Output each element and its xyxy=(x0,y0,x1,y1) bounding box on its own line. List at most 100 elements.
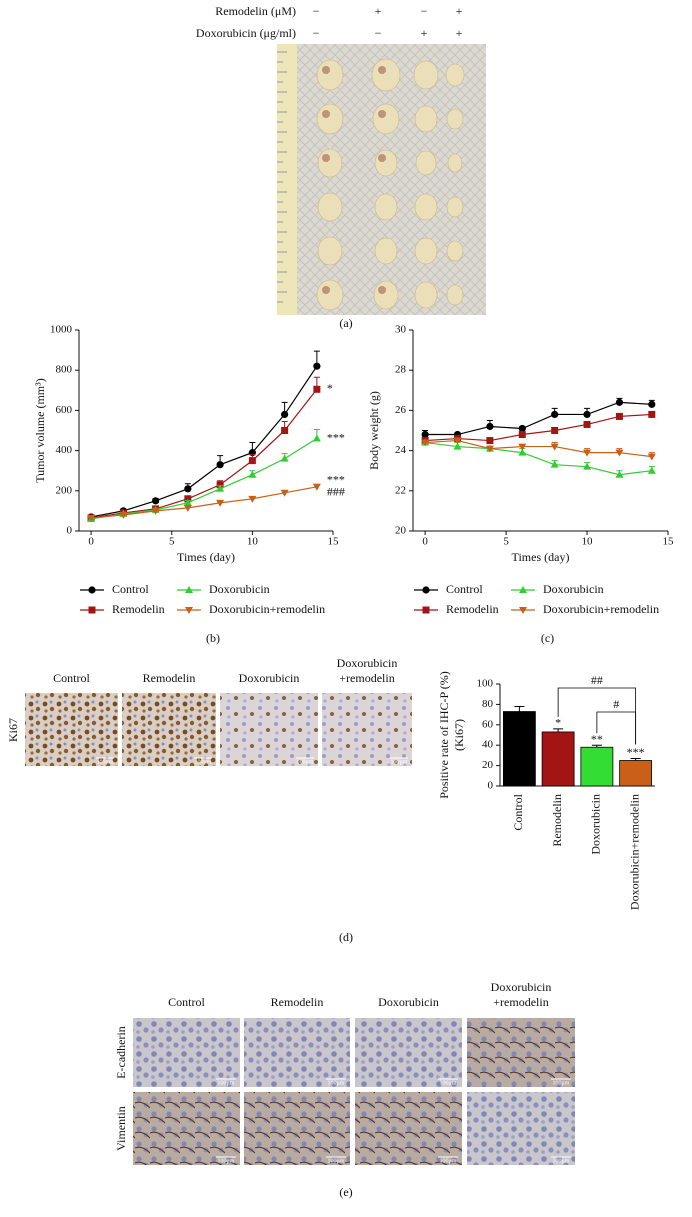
marker xyxy=(583,449,592,457)
marker xyxy=(280,454,289,462)
scale-bar-label: 100μm xyxy=(195,759,212,765)
y-tick-label: 600 xyxy=(56,404,73,416)
marker xyxy=(615,470,624,478)
marker xyxy=(518,424,526,433)
marker xyxy=(486,437,494,445)
ihc-image xyxy=(467,1092,575,1165)
tumor-spot xyxy=(378,154,386,162)
marker xyxy=(647,453,656,461)
row-label: E-cadherin xyxy=(114,1026,128,1079)
tumor xyxy=(446,240,464,262)
bar xyxy=(580,746,614,787)
marker xyxy=(184,485,192,493)
ihc-image xyxy=(122,693,216,766)
tumor xyxy=(316,59,344,91)
ihc-image xyxy=(133,1018,240,1087)
column-label: Doxorubicin xyxy=(378,995,439,1009)
column-label: Remodelin xyxy=(142,671,196,685)
x-tick-label: Control xyxy=(511,793,525,830)
tumor xyxy=(413,60,439,90)
series-line xyxy=(90,365,318,518)
tumor xyxy=(414,237,438,265)
scale-bar-label: 100μm xyxy=(97,759,114,765)
cell: − xyxy=(375,26,382,40)
tumor-spot xyxy=(322,286,330,294)
marker xyxy=(518,448,527,456)
tumor xyxy=(446,196,464,218)
marker xyxy=(88,586,96,594)
bracket xyxy=(596,711,637,745)
marker xyxy=(216,499,225,507)
tumor xyxy=(414,105,438,133)
marker xyxy=(281,410,289,419)
cell: + xyxy=(375,4,382,18)
tumor-spot xyxy=(378,66,386,74)
significance: *** xyxy=(327,473,345,487)
tumor xyxy=(316,279,344,311)
marker xyxy=(87,514,96,522)
marker xyxy=(183,504,192,512)
marker xyxy=(453,437,462,445)
y-tick-label: 24 xyxy=(395,444,407,456)
marker xyxy=(518,431,526,439)
panel-caption: (e) xyxy=(339,1185,352,1199)
tumor-spot xyxy=(378,110,386,118)
column-label: Doxorubicin +remodelin xyxy=(490,980,552,1009)
y-tick-label: 0 xyxy=(488,780,494,792)
y-tick-label: 30 xyxy=(395,324,407,336)
bracket-label: # xyxy=(613,697,619,711)
marker xyxy=(422,586,430,594)
scale-bar-label: 100μm xyxy=(297,759,314,765)
x-tick-label: 10 xyxy=(247,536,259,548)
series-line xyxy=(91,486,317,519)
marker xyxy=(550,443,559,451)
ihc-image xyxy=(355,1018,462,1087)
cell: − xyxy=(313,4,320,18)
marker xyxy=(583,420,591,428)
row-label: Ki67 xyxy=(6,718,20,742)
marker xyxy=(615,398,624,406)
row-label: Remodelin (μM) xyxy=(215,4,296,18)
cell: − xyxy=(313,26,320,40)
row-label: Vimentin xyxy=(114,1106,128,1151)
scale-bar-label: 100μm xyxy=(328,1080,345,1086)
marker xyxy=(152,497,160,505)
significance: ### xyxy=(327,485,345,499)
tumor-spot xyxy=(322,154,330,162)
marker xyxy=(119,511,128,519)
tumor xyxy=(317,148,343,178)
y-axis-label: Body weight (g) xyxy=(367,391,381,470)
marker xyxy=(421,439,430,447)
marker xyxy=(280,489,289,497)
legend-label: Remodelin xyxy=(112,602,165,616)
series-line xyxy=(425,441,652,476)
y-tick-label: 1000 xyxy=(50,324,73,336)
column-label-box: Remodelin xyxy=(271,995,324,1009)
significance: * xyxy=(327,381,333,395)
marker xyxy=(486,422,494,431)
x-tick-label: Remodelin xyxy=(550,794,564,847)
significance: *** xyxy=(627,745,645,759)
scale-bar-label: 100μm xyxy=(218,1158,235,1164)
y-tick-label: 100 xyxy=(477,678,494,690)
y-tick-label: 20 xyxy=(482,759,494,771)
marker xyxy=(216,461,224,469)
x-tick-label: 15 xyxy=(328,536,340,548)
bar xyxy=(502,711,536,787)
series-line xyxy=(425,413,652,442)
marker xyxy=(88,606,96,614)
legend-label: Control xyxy=(112,582,149,596)
ihc-image xyxy=(467,1018,575,1087)
marker xyxy=(647,466,656,474)
tumor xyxy=(446,108,464,130)
y-tick-label: 800 xyxy=(56,364,73,376)
tumor xyxy=(445,63,465,87)
marker xyxy=(551,427,559,434)
cell: + xyxy=(456,26,463,40)
y-tick-label: 28 xyxy=(395,364,407,376)
ihc-image xyxy=(322,693,412,766)
legend-label: Doxorubicin xyxy=(209,582,270,596)
marker xyxy=(583,462,592,470)
panel-caption: (d) xyxy=(339,930,353,944)
significance: * xyxy=(555,716,561,730)
